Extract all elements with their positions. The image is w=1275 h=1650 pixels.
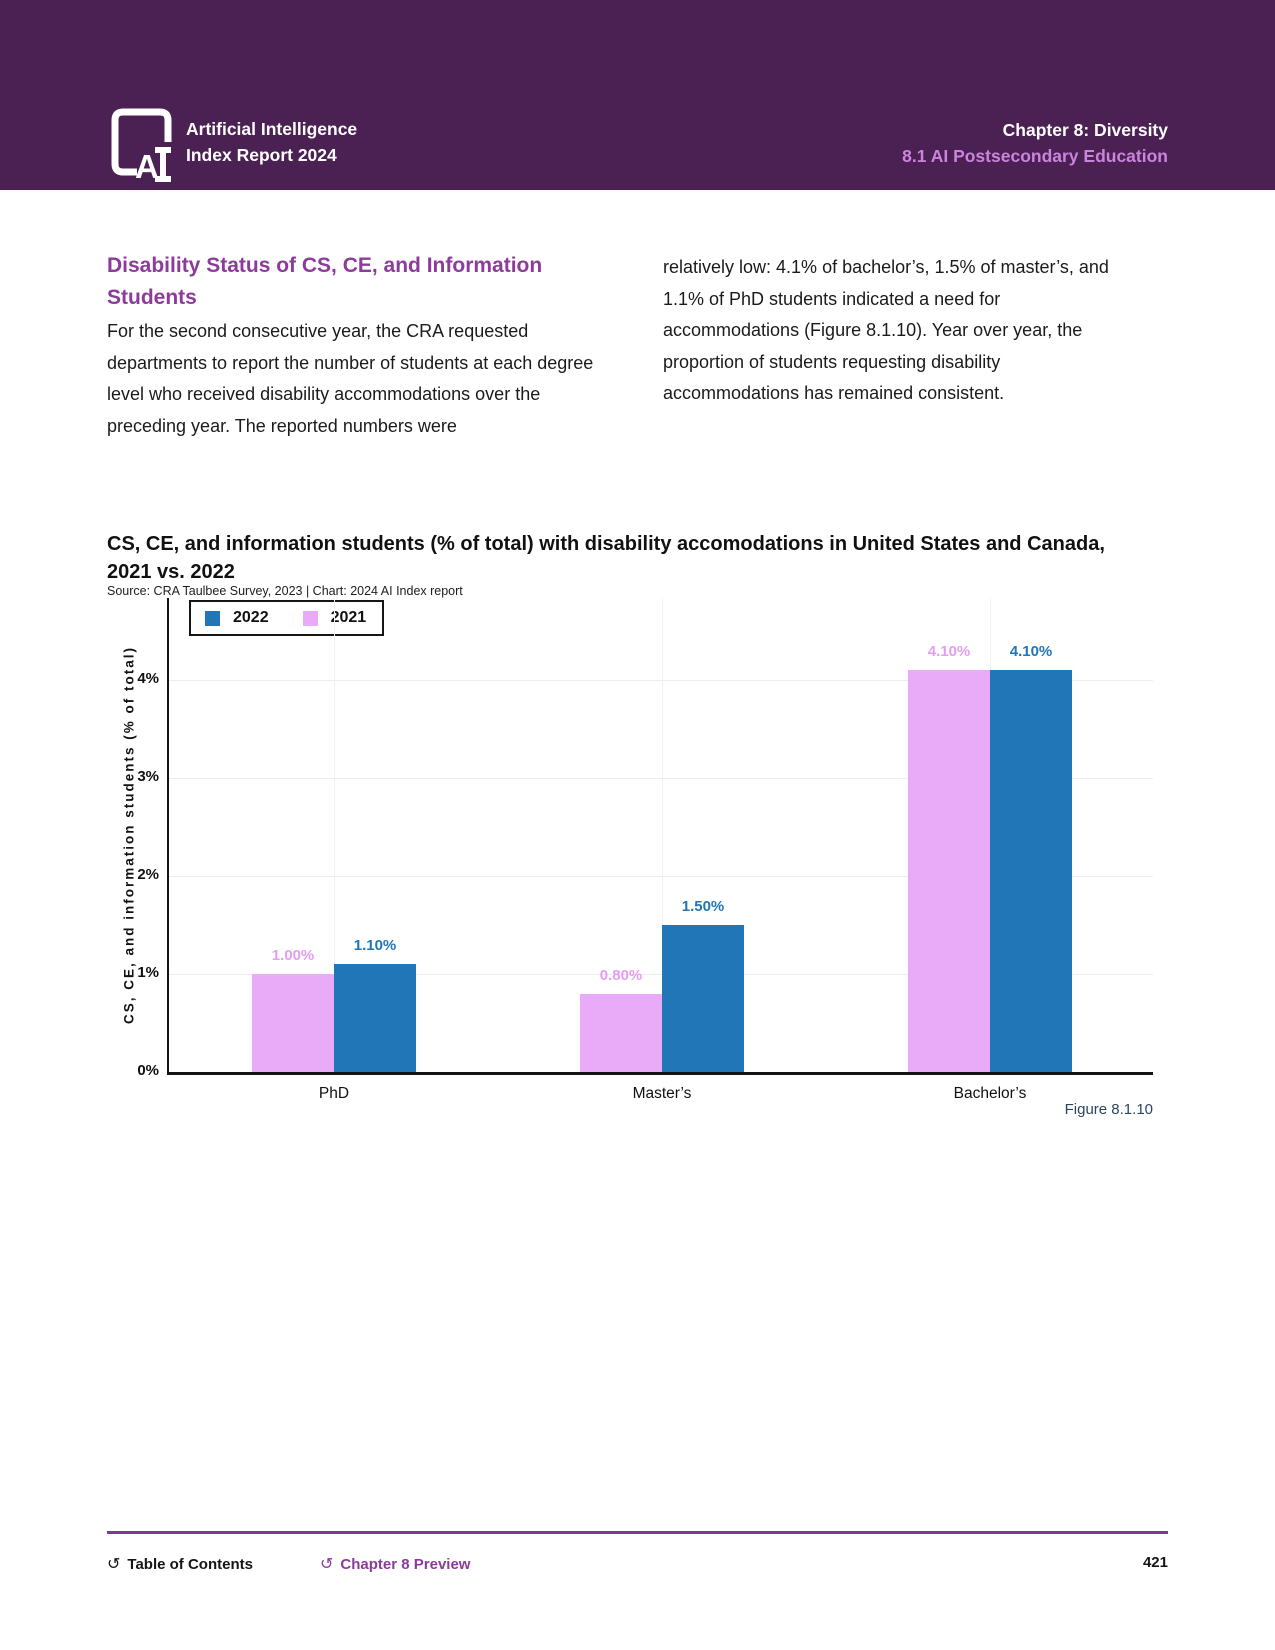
y-tick-label: 4% bbox=[137, 670, 159, 687]
h-gridline bbox=[169, 778, 1153, 779]
v-gridline bbox=[333, 598, 335, 1072]
y-tick-label: 0% bbox=[137, 1062, 159, 1079]
paragraph-left-column: For the second consecutive year, the CRA… bbox=[107, 321, 594, 436]
h-gridline bbox=[169, 680, 1153, 681]
chart-title-line1: CS, CE, and information students (% of t… bbox=[107, 533, 1105, 555]
bar-chart: CS, CE, and information students (% of t… bbox=[107, 598, 1153, 1138]
chart-legend: 2022 2021 bbox=[189, 600, 385, 636]
header-chapter-block: Chapter 8: Diversity 8.1 AI Postsecondar… bbox=[902, 117, 1168, 169]
h-gridline bbox=[169, 876, 1153, 877]
bar-value-label-2022-masters: 1.50% bbox=[681, 898, 725, 915]
bar-2021-masters bbox=[580, 994, 662, 1072]
brand-text: Artificial Intelligence Index Report 202… bbox=[186, 116, 357, 168]
undo-arrow-icon: ↺ bbox=[320, 1556, 334, 1573]
page-footer: ↺ Table of Contents ↺ Chapter 8 Preview 42… bbox=[107, 1554, 1168, 1576]
legend-swatch-2021 bbox=[302, 610, 318, 626]
bar-2022-bachelors bbox=[990, 670, 1072, 1072]
article-heading-line2: Students bbox=[107, 286, 197, 309]
legend-label-2022: 2022 bbox=[233, 609, 269, 626]
bar-value-label-2022-bachelors: 4.10% bbox=[1009, 643, 1053, 660]
v-gridline bbox=[661, 598, 663, 1072]
bar-value-label-2021-phd: 1.00% bbox=[271, 947, 315, 964]
page-number: 421 bbox=[1142, 1554, 1168, 1571]
chapter-preview-link[interactable]: ↺ Chapter 8 Preview bbox=[320, 1554, 470, 1574]
svg-text:A: A bbox=[135, 148, 159, 184]
figure-caption: Figure 8.1.10 bbox=[1064, 1101, 1153, 1118]
article-heading: Disability Status of CS, CE, and Informa… bbox=[107, 250, 647, 314]
page-header: A Artificial Intelligence Index Report 2… bbox=[0, 0, 1275, 190]
brand-line2: Index Report 2024 bbox=[186, 145, 337, 165]
y-axis-line bbox=[167, 598, 169, 1075]
brand-line1: Artificial Intelligence bbox=[186, 119, 358, 139]
bar-value-label-2022-phd: 1.10% bbox=[353, 937, 397, 954]
x-category-label: Master’s bbox=[632, 1085, 692, 1102]
chart-title: CS, CE, and information students (% of t… bbox=[107, 531, 1168, 586]
section-title: 8.1 AI Postsecondary Education bbox=[902, 146, 1168, 166]
article-heading-line1: Disability Status of CS, CE, and Informa… bbox=[107, 254, 543, 277]
x-category-label: Bachelor’s bbox=[953, 1085, 1027, 1102]
y-tick-label: 2% bbox=[137, 866, 159, 883]
bar-2022-masters bbox=[662, 925, 744, 1072]
y-tick-label: 1% bbox=[137, 964, 159, 981]
bar-value-label-2021-masters: 0.80% bbox=[599, 967, 643, 984]
footer-divider bbox=[107, 1531, 1168, 1534]
bar-2021-bachelors bbox=[908, 670, 990, 1072]
undo-arrow-icon: ↺ bbox=[107, 1556, 121, 1573]
legend-item-2022: 2022 bbox=[205, 609, 269, 627]
bar-value-label-2021-bachelors: 4.10% bbox=[927, 643, 971, 660]
legend-label-2021: 2021 bbox=[330, 609, 367, 626]
x-axis-line bbox=[167, 1072, 1153, 1075]
table-of-contents-label: Table of Contents bbox=[127, 1556, 253, 1573]
legend-swatch-2022 bbox=[205, 610, 220, 626]
chart-title-line2: 2021 vs. 2022 bbox=[107, 560, 235, 583]
table-of-contents-link[interactable]: ↺ Table of Contents bbox=[107, 1554, 253, 1574]
h-gridline bbox=[169, 974, 1153, 975]
paragraph-right-column: relatively low: 4.1% of bachelor’s, 1.5%… bbox=[663, 257, 1109, 403]
x-category-label: PhD bbox=[318, 1085, 350, 1102]
plot-area: 2022 2021 1.00% 1.10% 0.80% 1.50% 4.10% 4.10% bbox=[169, 598, 1153, 1072]
y-tick-label: 3% bbox=[137, 768, 159, 785]
chapter-preview-label: Chapter 8 Preview bbox=[340, 1556, 471, 1573]
ai-index-logo: A bbox=[111, 108, 172, 184]
logo-letter-i bbox=[155, 147, 171, 182]
bar-2022-phd bbox=[334, 964, 416, 1072]
chart-source: Source: CRA Taulbee Survey, 2023 | Chart… bbox=[107, 584, 463, 598]
chapter-title: Chapter 8: Diversity bbox=[1002, 120, 1168, 140]
legend-item-2021: 2021 bbox=[302, 609, 367, 627]
bar-2021-phd bbox=[252, 974, 334, 1072]
